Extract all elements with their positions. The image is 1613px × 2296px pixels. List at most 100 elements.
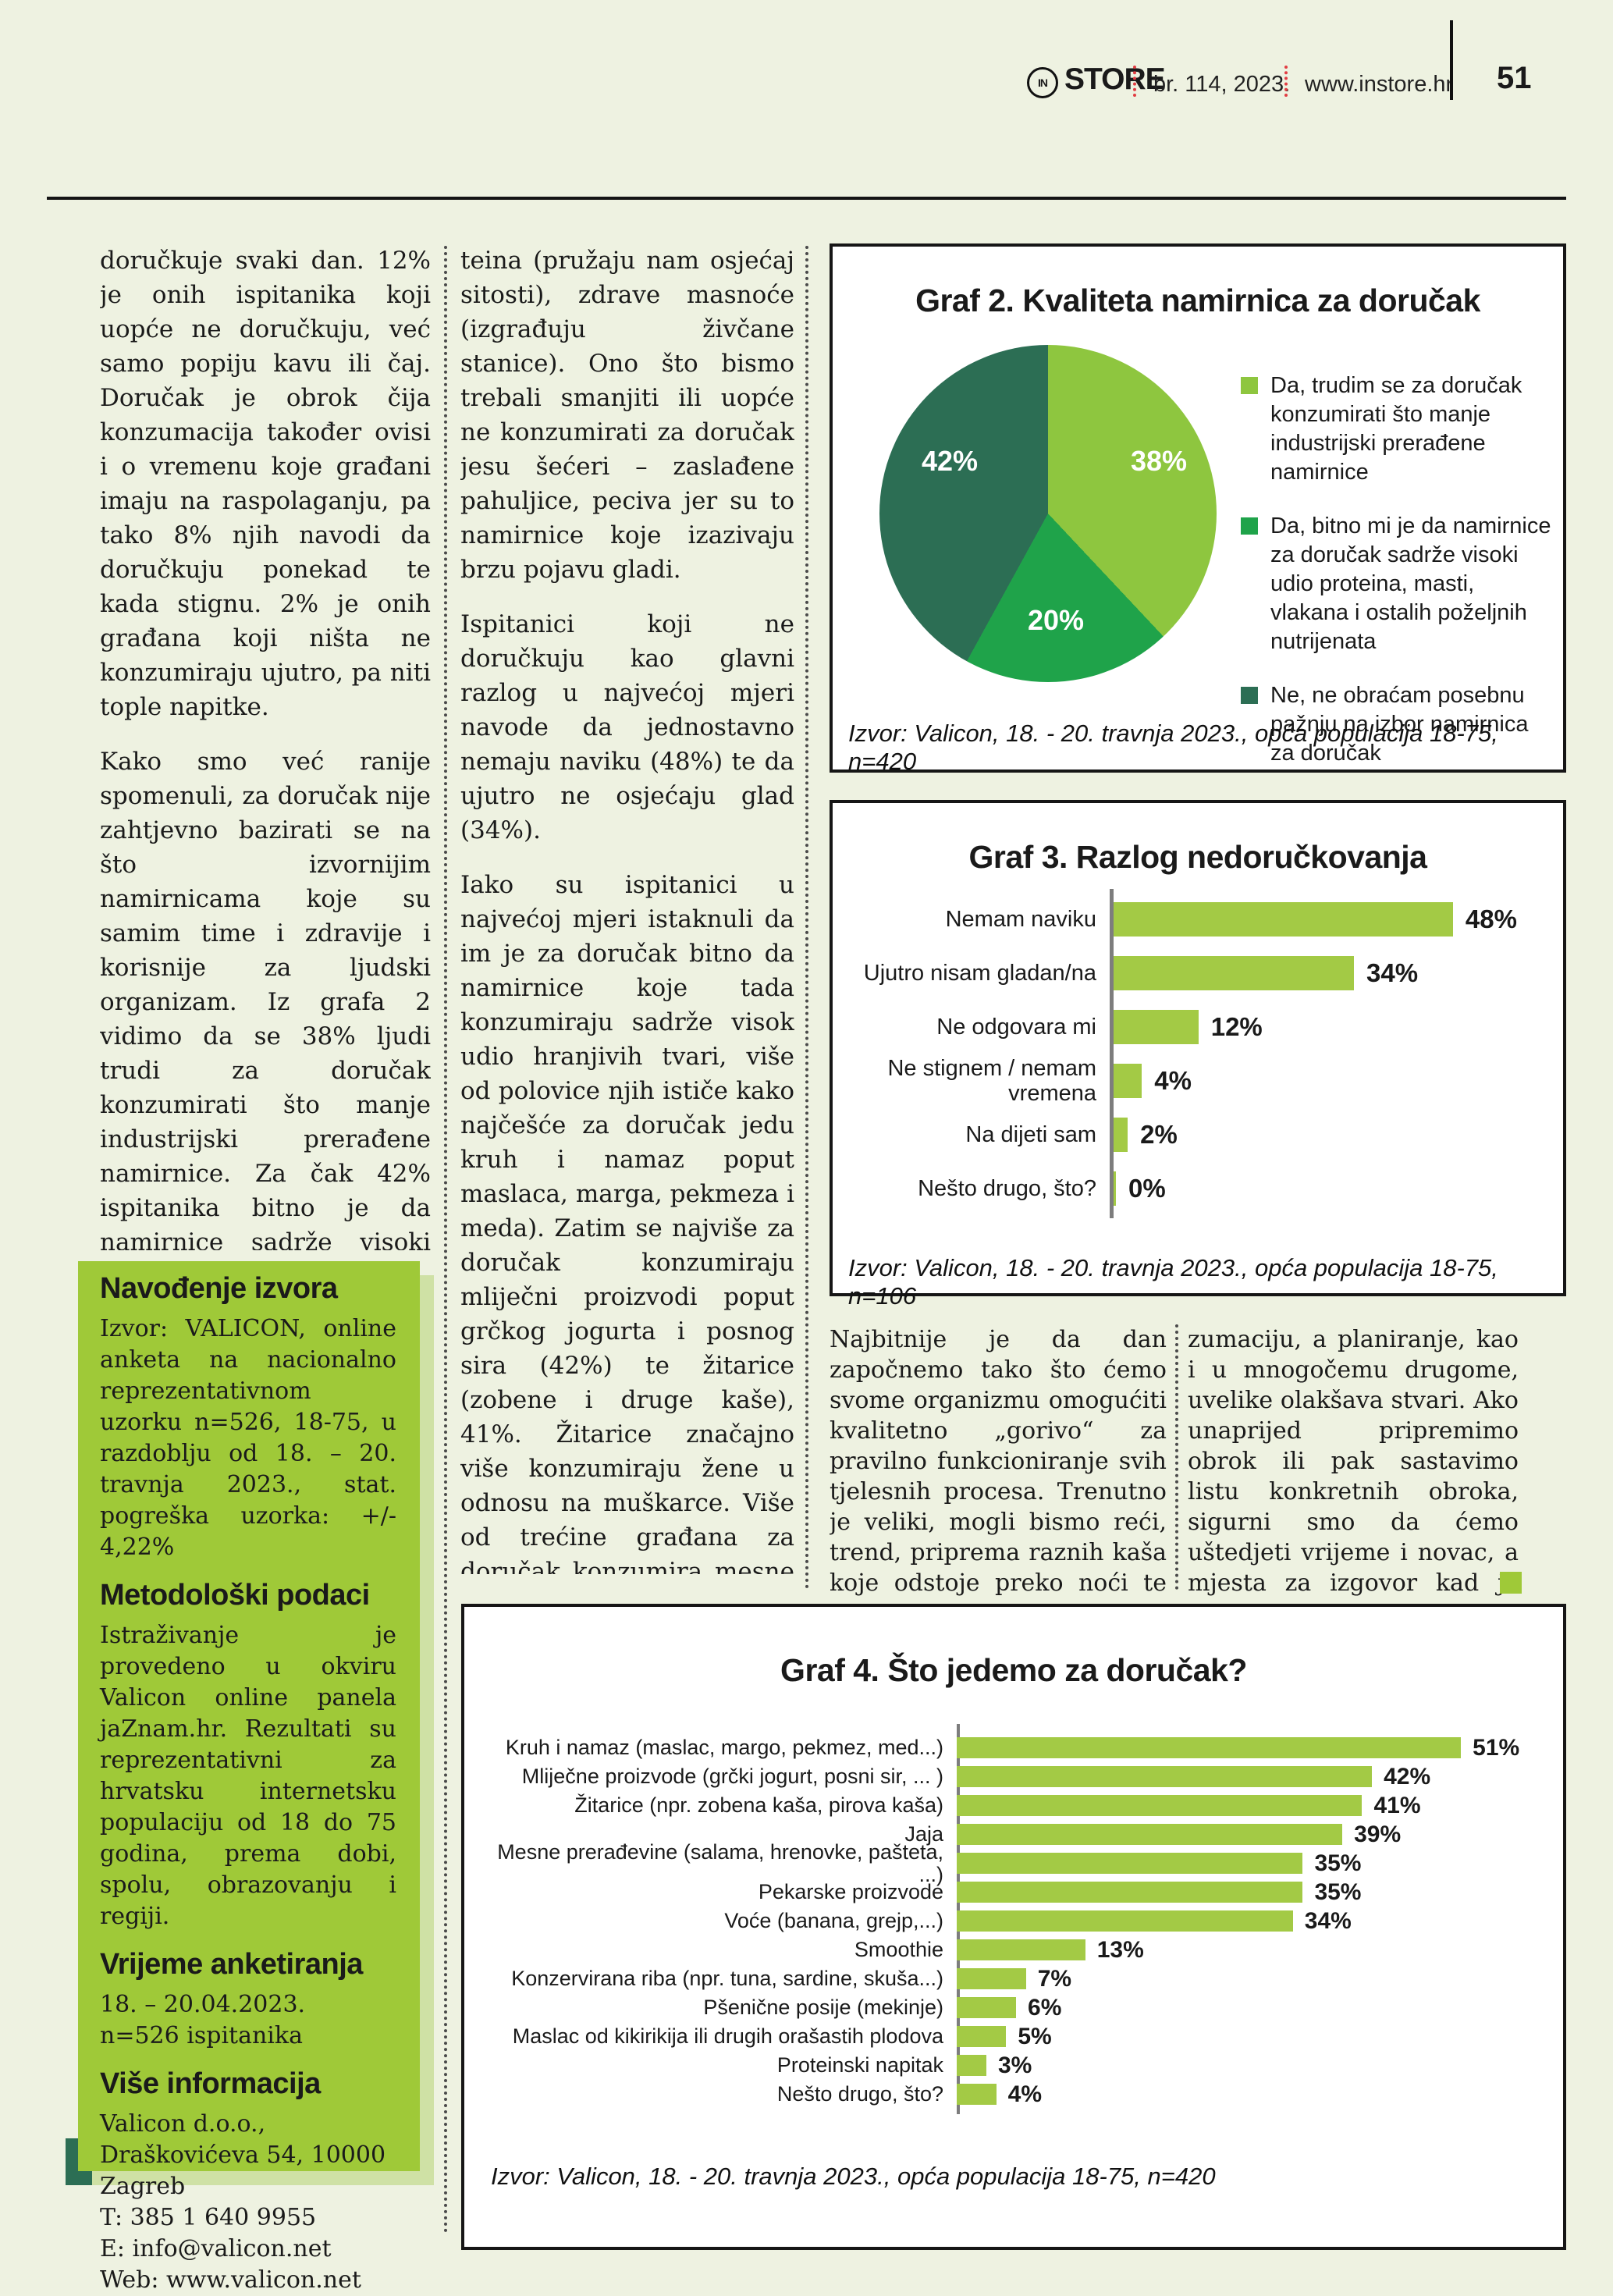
bar: [1114, 1009, 1199, 1044]
bar-category-label: Nemam naviku: [945, 906, 1096, 932]
chart-graf4-source: Izvor: Valicon, 18. - 20. travnja 2023.,…: [491, 2163, 1216, 2190]
legend-label: Da, trudim se za doručak konzumirati što…: [1270, 373, 1522, 485]
sidebar-heading-survey-time: Vrijeme anketiranja: [100, 1948, 363, 1981]
bar-value-label: 41%: [1373, 1792, 1421, 1818]
article-paragraph: Najbitnije je da dan započnemo tako što …: [830, 1326, 1167, 1597]
bar-value-label: 39%: [1354, 1821, 1402, 1847]
chart-graf4-rows: Kruh i namaz (maslac, margo, pekmez, med…: [475, 1733, 1552, 2109]
bar-category-label: Jaja: [904, 1822, 943, 1846]
bar-row: Na dijeti sam 2%: [847, 1107, 1555, 1161]
bar: [957, 1968, 1026, 1989]
column-divider-dotted: [1175, 1324, 1178, 1590]
chart-graf3-box: Graf 3. Razlog nedoručkovanja Nemam navi…: [830, 800, 1566, 1310]
bar-row: Voće (banana, grejp,...) 34%: [475, 1907, 1552, 1935]
bar-row: Maslac od kikirikija ili drugih orašasti…: [475, 2022, 1552, 2051]
chart-graf3-source: Izvor: Valicon, 18. - 20. travnja 2023.,…: [848, 1254, 1498, 1310]
bar: [1114, 1063, 1142, 1098]
column-divider-dotted: [444, 246, 447, 2234]
bar-value-label: 3%: [998, 2052, 1032, 2078]
sidebar-text-methodology: Istraživanje je provedeno u okviru Valic…: [100, 1622, 396, 1930]
sidebar-heading-sources: Navođenje izvora: [100, 1272, 338, 1305]
article-paragraph: teina (pružaju nam osjećaj sitosti), zdr…: [460, 247, 794, 584]
header-issue-number: br. 114, 2023.: [1153, 72, 1291, 97]
bar-category-label: Mliječne proizvode (grčki jogurt, posni …: [521, 1765, 943, 1788]
article-end-marker: [1500, 1572, 1522, 1594]
article-column-bottom-left: Najbitnije je da dan započnemo tako što …: [830, 1324, 1167, 1599]
sidebar-text-contact: Valicon d.o.o., Draškovićeva 54, 10000 Z…: [100, 2110, 386, 2294]
bar: [957, 2084, 997, 2105]
sidebar-heading-more-info: Više informacija: [100, 2067, 321, 2100]
bar: [1114, 1117, 1128, 1152]
header-vertical-rule: [1450, 20, 1453, 100]
article-column-bottom-right: zumaciju, a planiranje, kao i u mnogočem…: [1188, 1324, 1519, 1599]
bar-category-label: Nešto drugo, što?: [776, 2082, 943, 2106]
bar-category-label: Kruh i namaz (maslac, margo, pekmez, med…: [505, 1736, 943, 1759]
bar: [1114, 955, 1355, 990]
bar-row: Konzervirana riba (npr. tuna, sardine, s…: [475, 1964, 1552, 1993]
bar-value-label: 0%: [1128, 1173, 1166, 1203]
bar-category-label: Pekarske proizvode: [758, 1880, 943, 1903]
bar-value-label: 5%: [1018, 2023, 1052, 2049]
bar-value-label: 2%: [1140, 1119, 1178, 1149]
chart-graf3-rows: Nemam naviku 48% Ujutro nisam gladan/na …: [847, 892, 1555, 1215]
header-website-url: www.instore.hr: [1305, 72, 1454, 97]
bar-value-label: 4%: [1007, 2081, 1043, 2107]
bar-value-label: 35%: [1314, 1850, 1362, 1876]
bar-category-label: Ne stignem / nemam vremena: [887, 1055, 1096, 1106]
bar-category-label: Nešto drugo, što?: [918, 1175, 1096, 1201]
header-dotted-separator: [1284, 66, 1288, 97]
chart-graf4-box: Graf 4. Što jedemo za doručak? Kruh i na…: [461, 1604, 1566, 2250]
bar-row: Žitarice (npr. zobena kaša, pirova kaša)…: [475, 1791, 1552, 1820]
bar-row: Mliječne proizvode (grčki jogurt, posni …: [475, 1762, 1552, 1791]
bar-row: Smoothie 13%: [475, 1935, 1552, 1964]
bar-value-label: 48%: [1465, 904, 1517, 933]
pie-slice-label-38: 38%: [1130, 445, 1188, 477]
bar-row: Pekarske proizvode 35%: [475, 1878, 1552, 1907]
legend-label: Ne, ne obraćam posebnu pažnju na izbor n…: [1270, 683, 1529, 766]
top-horizontal-rule: [47, 197, 1566, 200]
article-paragraph: Ispitanici koji ne doručkuju kao glavni …: [460, 610, 794, 844]
pie-slice-label-20: 20%: [1027, 604, 1085, 636]
bar-category-label: Žitarice (npr. zobena kaša, pirova kaša): [574, 1793, 943, 1817]
bar: [1114, 1171, 1116, 1206]
bar-row: Jaja 39%: [475, 1820, 1552, 1849]
bar-category-label: Mesne prerađevine (salama, hrenovke, paš…: [497, 1839, 943, 1886]
bar-value-label: 13%: [1096, 1936, 1144, 1963]
legend-label: Da, bitno mi je da namirnice za doručak …: [1270, 514, 1551, 654]
pie-chart-graf2: [879, 345, 1217, 682]
bar-row: Ujutro nisam gladan/na 34%: [847, 946, 1555, 1000]
bar-category-label: Proteinski napitak: [776, 2053, 943, 2077]
chart-graf2-title: Graf 2. Kvaliteta namirnica za doručak: [915, 283, 1480, 318]
bar-row: Proteinski napitak 3%: [475, 2051, 1552, 2080]
bar: [957, 1766, 1373, 1787]
methodology-sidebar: Navođenje izvora Izvor: VALICON, online …: [78, 1261, 420, 2294]
chart-graf3-title: Graf 3. Razlog nedoručkovanja: [968, 839, 1428, 875]
sidebar-heading-methodology: Metodološki podaci: [100, 1579, 370, 1612]
sidebar-text-survey-time: 18. – 20.04.2023. n=526 ispitanika: [100, 1991, 306, 2049]
article-column-1: doručkuje svaki dan. 12% je onih ispitan…: [100, 243, 431, 1250]
bar-row: Ne odgovara mi 12%: [847, 1000, 1555, 1054]
column-divider-dotted: [805, 246, 808, 1590]
legend-swatch-medium-green: [1241, 517, 1258, 535]
bar: [957, 1824, 1343, 1845]
article-paragraph: Iako su ispitanici u najvećoj mjeri ista…: [460, 871, 794, 1574]
legend-swatch-light-green: [1241, 377, 1258, 394]
bar-category-label: Smoothie: [854, 1938, 943, 1961]
sidebar-text-sources: Izvor: VALICON, online anketa na naciona…: [100, 1315, 396, 1561]
bar-row: Nešto drugo, što? 4%: [475, 2080, 1552, 2109]
bar-value-label: 34%: [1304, 1907, 1352, 1934]
bar-value-label: 42%: [1384, 1763, 1431, 1790]
bar: [1114, 901, 1453, 937]
bar-category-label: Ujutro nisam gladan/na: [863, 960, 1096, 986]
article-column-2: teina (pružaju nam osjećaj sitosti), zdr…: [460, 243, 794, 1574]
bar: [957, 1882, 1303, 1903]
bar: [957, 1737, 1462, 1758]
legend-entry: Ne, ne obraćam posebnu pažnju na izbor n…: [1241, 681, 1553, 768]
legend-entry: Da, bitno mi je da namirnice za doručak …: [1241, 512, 1553, 656]
bar: [957, 1910, 1293, 1932]
chart-graf2-source: Izvor: Valicon, 18. - 20. travnja 2023.,…: [848, 720, 1498, 775]
chart-graf3-axis: [1110, 889, 1114, 1218]
bar-row: Pšenične posije (mekinje) 6%: [475, 1993, 1552, 2022]
bar-value-label: 7%: [1037, 1965, 1072, 1992]
bar-row: Nešto drugo, što? 0%: [847, 1161, 1555, 1215]
